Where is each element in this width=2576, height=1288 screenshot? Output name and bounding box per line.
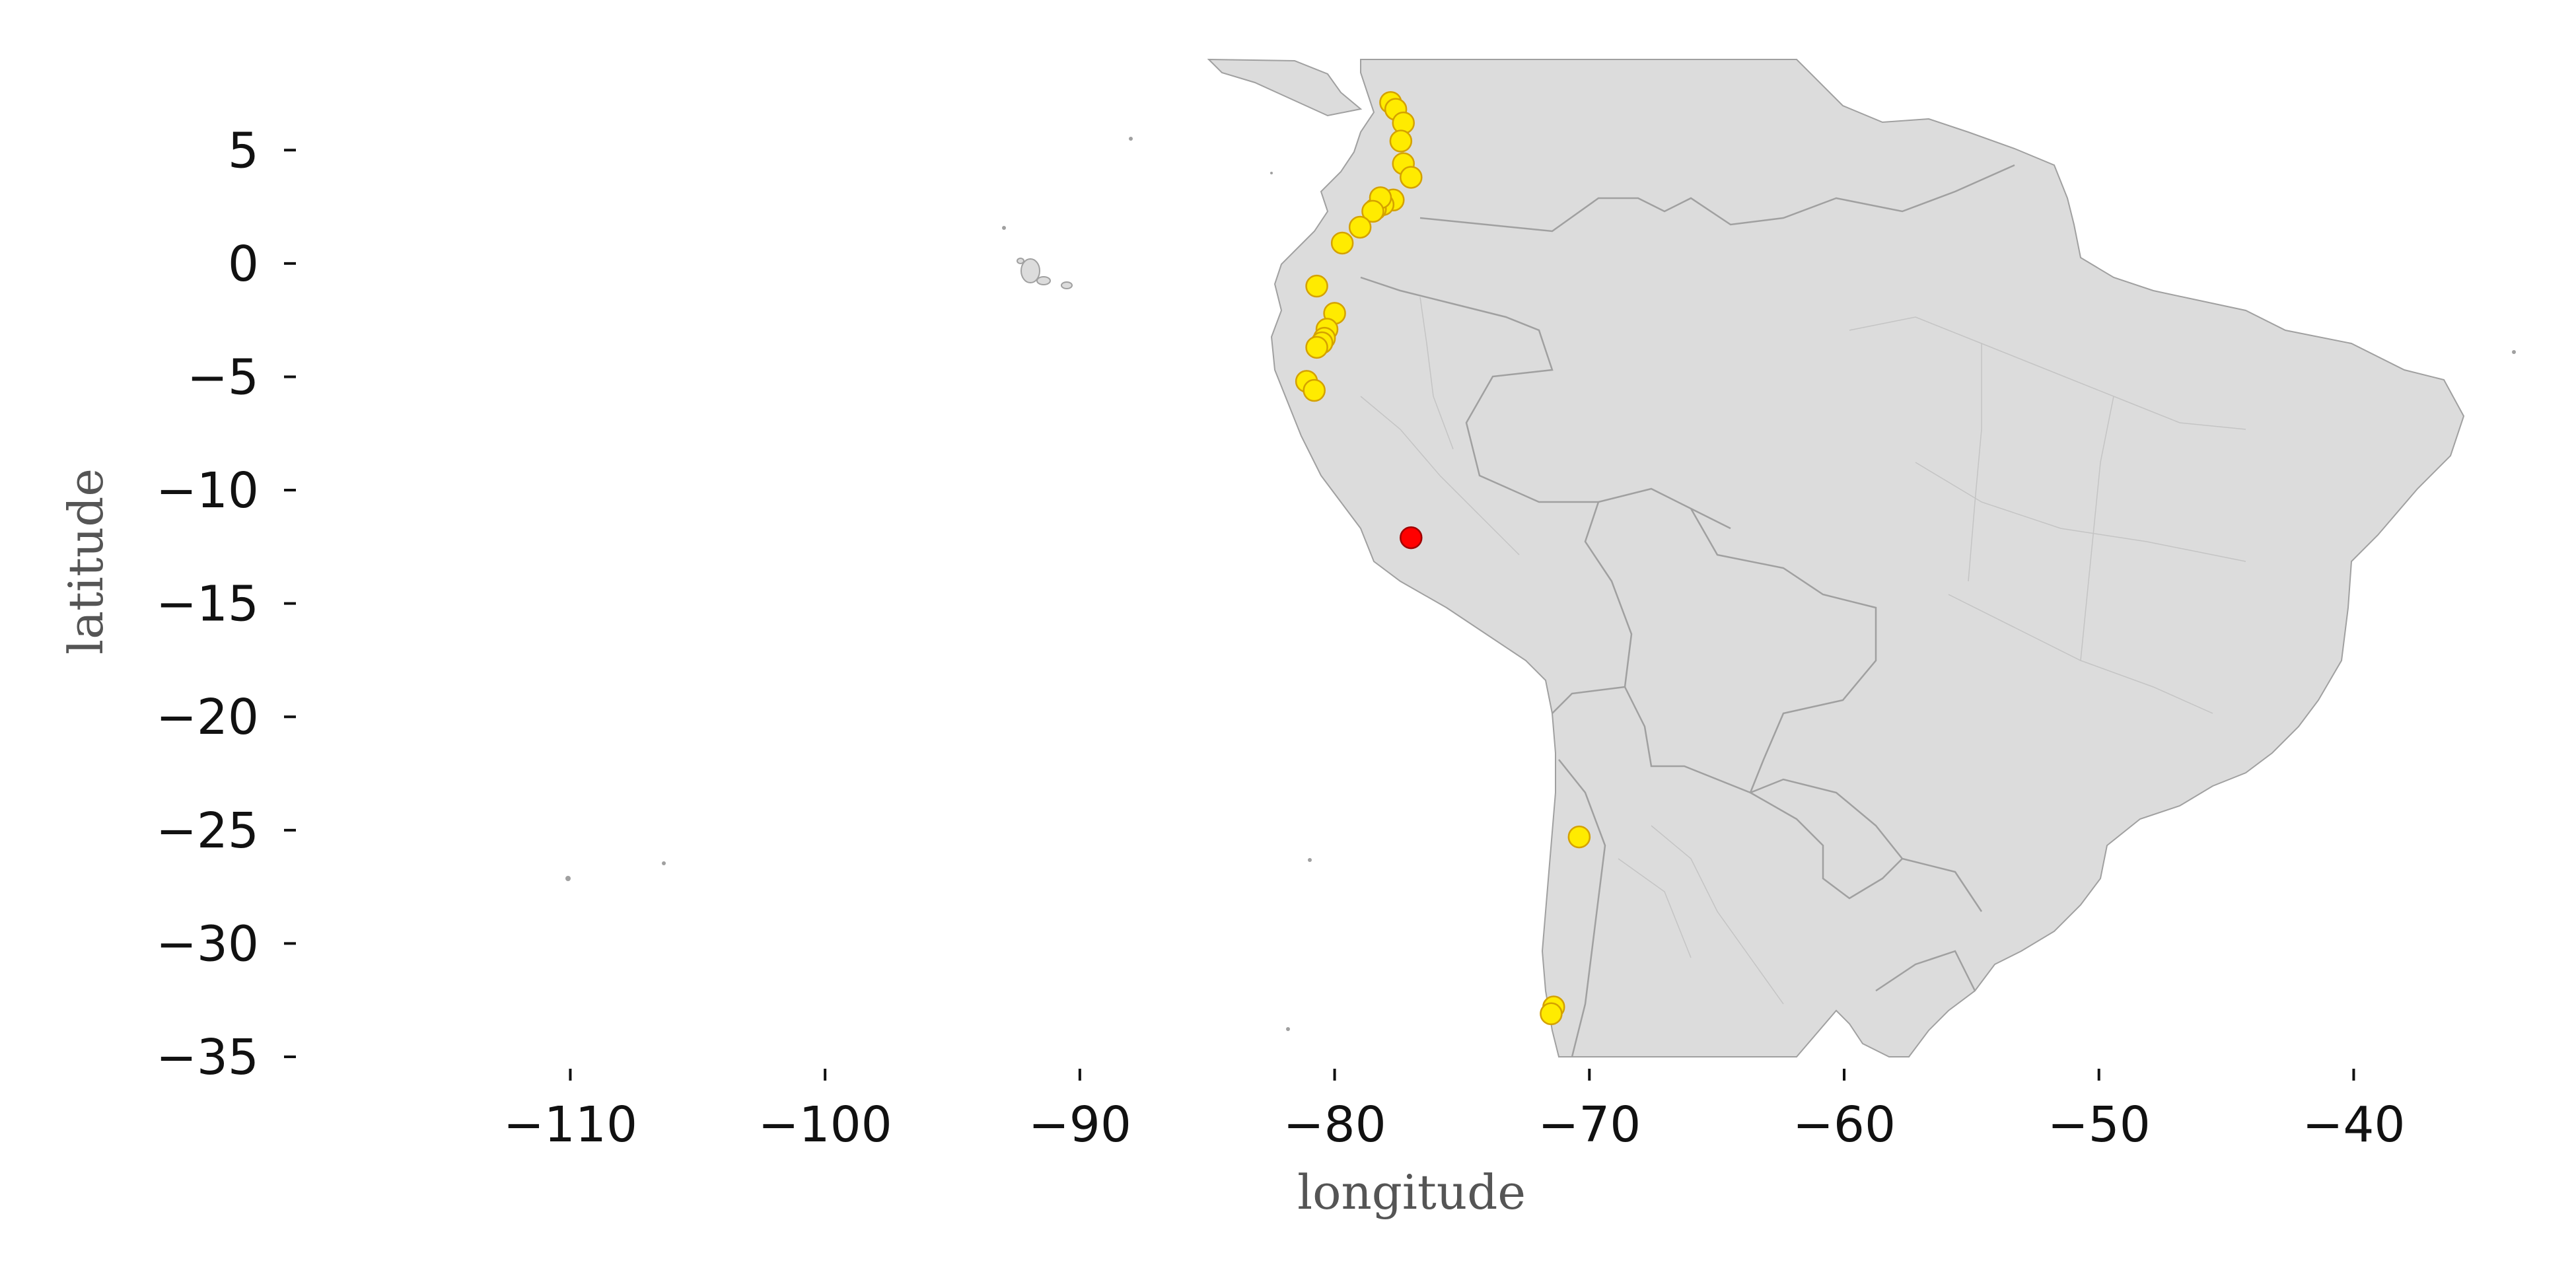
y-axis-title: latitude bbox=[58, 468, 114, 655]
y-tick-label: −10 bbox=[156, 462, 259, 519]
y-tick-label: −20 bbox=[156, 689, 259, 746]
x-tick-label: −70 bbox=[1538, 1096, 1641, 1153]
location-point bbox=[1303, 378, 1326, 402]
x-axis: −110 −100 −90 −80 −70 −60 −50 −40 bbox=[503, 1069, 2406, 1153]
y-tick-label: −5 bbox=[187, 349, 259, 406]
y-axis: 5 0 −5 −10 −15 −20 −25 −30 −35 bbox=[156, 122, 296, 1086]
y-tick-label: −15 bbox=[156, 576, 259, 633]
landmass-south-america bbox=[565, 58, 2516, 1057]
y-tick-label: −25 bbox=[156, 803, 259, 859]
landmass-central-america bbox=[1207, 58, 1363, 117]
y-tick-label: 5 bbox=[228, 122, 259, 179]
landmass-small-islands bbox=[565, 137, 2516, 1031]
location-point bbox=[1567, 825, 1591, 849]
location-point bbox=[1540, 1002, 1563, 1026]
location-point bbox=[1330, 231, 1354, 255]
x-tick-label: −110 bbox=[503, 1096, 637, 1153]
location-point bbox=[1348, 215, 1372, 239]
x-tick-label: −90 bbox=[1028, 1096, 1131, 1153]
x-axis-title: longitude bbox=[1297, 1164, 1526, 1220]
location-point bbox=[1361, 199, 1384, 223]
y-tick-label: −35 bbox=[156, 1029, 259, 1086]
data-points bbox=[1295, 90, 1591, 1026]
landmass-galapagos bbox=[1017, 258, 1073, 289]
x-tick-label: −60 bbox=[1793, 1096, 1896, 1153]
x-tick-label: −100 bbox=[758, 1096, 892, 1153]
y-tick-label: −30 bbox=[156, 915, 259, 972]
x-tick-label: −40 bbox=[2302, 1096, 2405, 1153]
location-point bbox=[1305, 274, 1328, 298]
country-borders bbox=[1360, 164, 2015, 1057]
highlighted-location-point bbox=[1400, 526, 1423, 550]
y-tick-label: 0 bbox=[228, 236, 259, 293]
location-point bbox=[1389, 129, 1413, 153]
location-point bbox=[1400, 166, 1423, 189]
x-tick-label: −50 bbox=[2048, 1096, 2151, 1153]
province-borders bbox=[1360, 297, 2246, 1005]
location-point bbox=[1305, 336, 1328, 359]
landmass-south-america-mainland bbox=[1270, 59, 2465, 1057]
x-tick-label: −80 bbox=[1283, 1096, 1386, 1153]
